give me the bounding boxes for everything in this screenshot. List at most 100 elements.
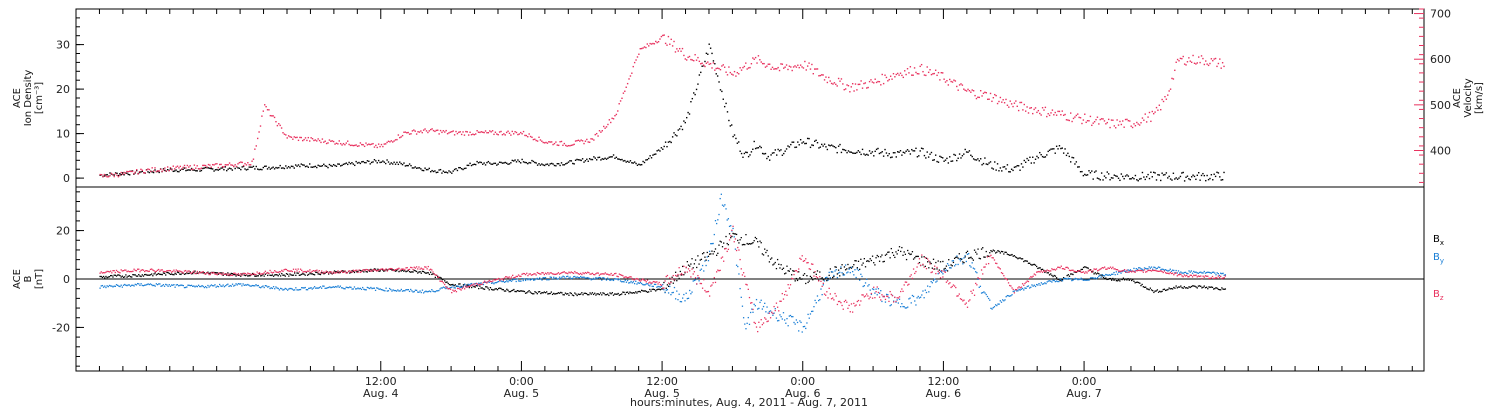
point [494,288,496,290]
point [962,300,964,302]
point [1209,277,1211,279]
point [716,222,718,225]
point [1089,277,1092,279]
point [911,251,914,253]
point [107,270,109,273]
point [301,273,303,276]
point [1202,272,1204,274]
point [584,277,587,279]
point [944,267,946,270]
point [314,139,317,141]
point [114,172,117,175]
point [788,146,791,148]
point [1221,62,1224,64]
point [1053,114,1055,116]
point [775,267,778,270]
point [704,289,706,292]
point [909,275,911,278]
point [749,154,751,156]
point [836,303,839,306]
point [245,164,248,166]
point [1162,268,1164,271]
point [500,278,502,280]
point [953,285,956,287]
point [187,270,189,272]
point [677,50,679,52]
point [1114,268,1116,270]
point [825,146,827,148]
point [806,262,808,264]
point [948,264,950,266]
point [908,283,910,285]
point [1048,280,1051,282]
point [331,286,333,288]
point [568,277,570,279]
point [847,307,849,309]
point [494,279,496,281]
point [1147,268,1149,270]
point [694,279,697,281]
point [435,290,438,292]
point [1209,177,1211,180]
point [1106,171,1108,173]
point [773,68,775,70]
point [840,78,843,80]
point [666,44,668,46]
point [295,287,297,289]
point [565,293,568,295]
point [889,290,891,293]
point [657,288,659,290]
point [1174,272,1176,275]
point [100,271,102,273]
point [512,289,514,292]
point [1055,268,1058,270]
point [994,161,996,163]
point [1100,172,1103,174]
point [1082,279,1085,281]
point [580,139,582,141]
point [855,304,857,306]
point [161,285,163,287]
point [306,270,309,272]
point [854,260,856,262]
point [1009,284,1011,287]
point [1120,270,1122,272]
velocity-axis-title: ACEVelocity[km/s] [1452,78,1485,117]
point [1045,282,1047,285]
point [599,292,602,294]
point [494,282,496,284]
point [659,38,661,40]
point [697,56,699,59]
point [1057,278,1059,280]
point [294,272,296,274]
point [991,257,993,259]
point [1002,166,1004,168]
point [798,330,800,332]
point [292,268,295,270]
point [757,55,760,57]
point [248,275,250,277]
point [1146,268,1148,270]
point [1110,119,1113,121]
point [663,287,665,289]
point [479,161,481,163]
point [928,267,930,269]
point [347,163,349,166]
point [270,274,272,277]
point [834,270,836,272]
point [102,286,105,288]
point [667,285,670,287]
point [413,129,415,131]
point [844,299,847,302]
point [964,89,966,92]
point [396,290,398,292]
point [740,69,743,71]
point [690,293,692,295]
point [924,265,926,268]
point [884,301,887,303]
point [1054,111,1056,114]
point [563,164,566,166]
point [195,170,197,172]
point [357,287,359,289]
point [323,141,325,143]
